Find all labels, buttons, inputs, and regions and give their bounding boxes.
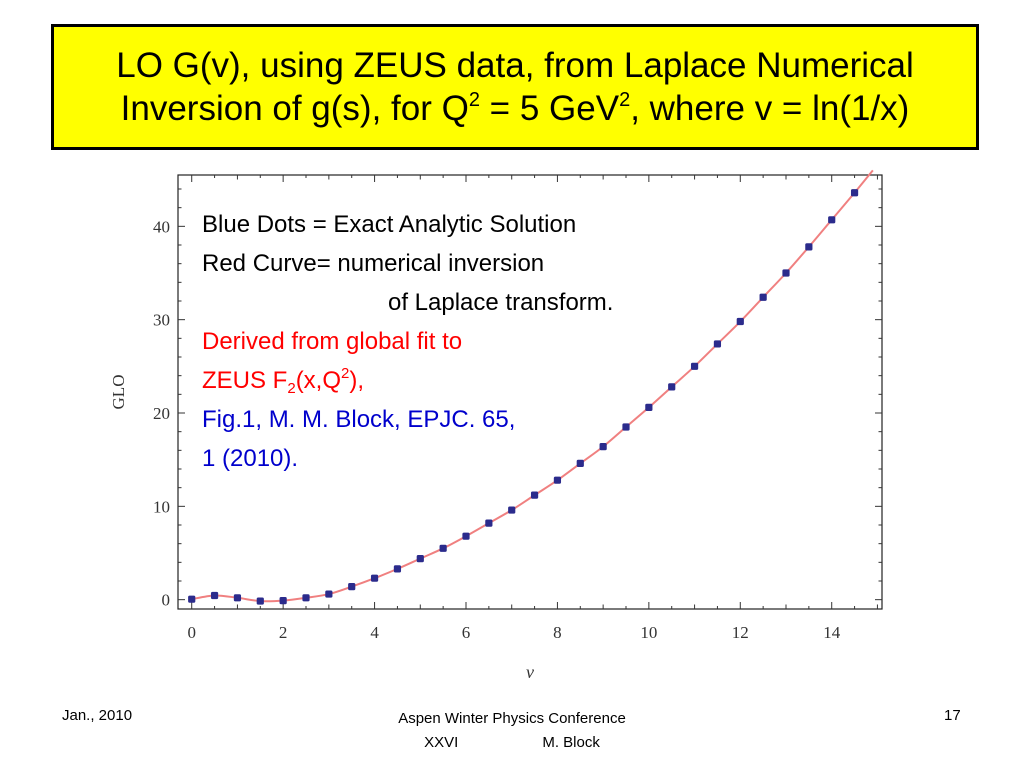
data-point — [828, 216, 836, 224]
data-point — [599, 443, 607, 451]
data-point — [645, 403, 653, 411]
blue-dots-exact-solution — [188, 189, 859, 605]
zeus-text-b: (x,Q — [295, 367, 342, 394]
title-box: LO G(v), using ZEUS data, from Laplace N… — [51, 24, 979, 150]
axis-ticks — [178, 175, 882, 609]
data-point — [188, 595, 196, 603]
title-line-2-part-c: , where v = ln(1/x) — [630, 89, 910, 128]
x-tick-label: 6 — [462, 623, 471, 642]
axis-tick-labels: 0 2 4 6 8 10 12 14 0 10 20 30 40 — [153, 217, 841, 642]
x-tick-label: 8 — [553, 623, 562, 642]
x-tick-label: 10 — [640, 623, 657, 642]
data-point — [576, 459, 584, 467]
y-tick-label: 10 — [153, 497, 170, 516]
data-point — [553, 476, 562, 484]
y-tick-label: 40 — [153, 217, 170, 236]
data-point — [736, 317, 744, 326]
plot-frame — [177, 174, 883, 610]
x-tick-label: 12 — [732, 623, 749, 642]
data-point — [370, 574, 379, 582]
title-line-2-part-b: = 5 GeV — [479, 89, 620, 128]
data-point — [485, 519, 493, 527]
data-point — [279, 597, 287, 605]
data-point — [256, 597, 264, 605]
title-line-2: Inversion of g(s), for Q2 = 5 GeV2, wher… — [121, 87, 910, 130]
data-point — [850, 189, 859, 197]
chart-annotation: Blue Dots = Exact Analytic Solution Red … — [202, 205, 613, 478]
zeus-text-c: ), — [349, 367, 365, 394]
data-point — [668, 383, 676, 391]
annotation-zeus: ZEUS F2(x,Q2), — [202, 361, 613, 400]
zeus-sub: 2 — [287, 380, 296, 397]
annotation-derived: Derived from global fit to — [202, 328, 463, 355]
x-axis-label: v — [526, 662, 534, 682]
y-tick-label: 30 — [153, 311, 170, 330]
data-point — [759, 293, 767, 301]
footer-conference-number: XXVI — [424, 734, 459, 751]
footer-page-number: 17 — [944, 707, 961, 724]
data-point — [782, 269, 790, 277]
data-point — [325, 590, 333, 598]
data-point — [713, 340, 722, 348]
annotation-reference: Fig.1, M. M. Block, EPJC. 65, — [202, 406, 516, 433]
annotation-red-curve: Red Curve= numerical inversion — [202, 250, 545, 277]
y-tick-label: 0 — [162, 591, 171, 610]
annotation-reference-2: 1 (2010). — [202, 445, 299, 472]
title-line-2-part-a: Inversion of g(s), for Q — [120, 89, 469, 128]
data-point — [416, 555, 424, 563]
footer-conference: Aspen Winter Physics Conference XXVI M. B… — [324, 707, 700, 755]
data-point — [530, 491, 539, 499]
footer-conference-line2: XXVI M. Block — [324, 731, 700, 755]
title-sup-2: 2 — [619, 89, 631, 111]
title-line-1: LO G(v), using ZEUS data, from Laplace N… — [116, 46, 914, 85]
data-point — [439, 544, 447, 552]
zeus-text-a: ZEUS F — [202, 367, 288, 394]
x-tick-label: 4 — [370, 623, 379, 642]
data-point — [508, 506, 516, 514]
y-tick-label: 20 — [153, 404, 170, 423]
data-point — [393, 565, 402, 573]
title-sup-1: 2 — [468, 89, 480, 111]
x-tick-label: 14 — [823, 623, 841, 642]
footer-date: Jan., 2010 — [62, 707, 133, 724]
data-point — [690, 362, 699, 370]
data-point — [622, 423, 630, 431]
zeus-sup: 2 — [341, 365, 350, 382]
x-tick-label: 0 — [187, 623, 196, 642]
data-point — [462, 532, 470, 540]
footer-author: M. Block — [542, 734, 600, 751]
data-point — [233, 594, 242, 602]
x-tick-label: 2 — [279, 623, 288, 642]
annotation-blue-dots: Blue Dots = Exact Analytic Solution — [202, 211, 577, 238]
annotation-laplace: of Laplace transform. — [388, 289, 614, 316]
data-point — [210, 591, 219, 600]
y-axis-label: GLO — [109, 375, 128, 410]
footer-conference-name: Aspen Winter Physics Conference — [398, 710, 626, 727]
data-point — [302, 594, 310, 602]
data-point — [805, 243, 813, 251]
data-point — [348, 583, 356, 591]
